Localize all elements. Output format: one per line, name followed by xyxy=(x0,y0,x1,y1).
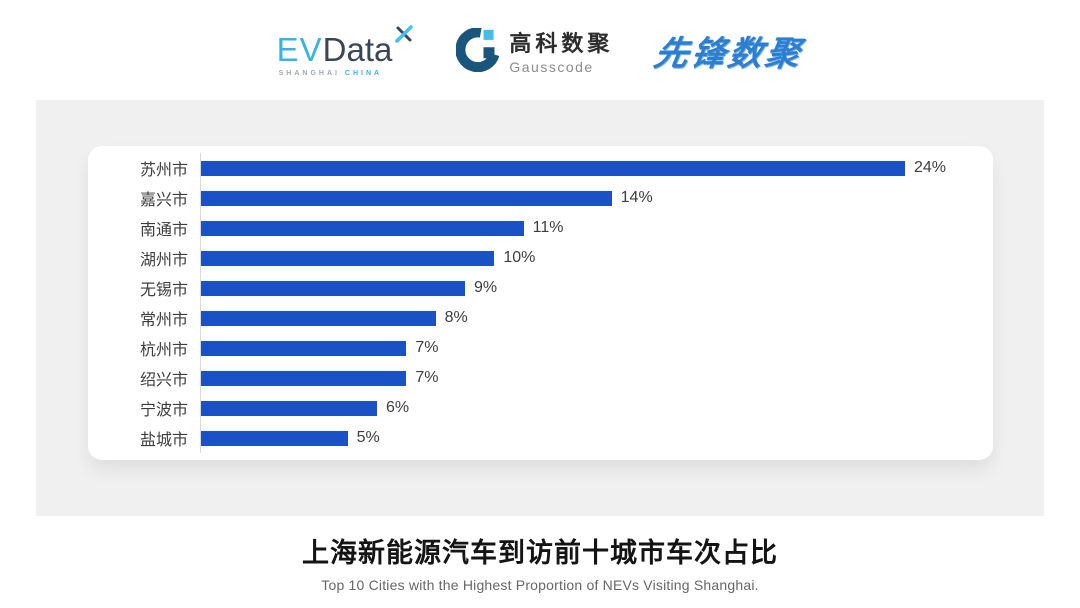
bar-track: 9% xyxy=(200,273,993,303)
chart-title: 上海新能源汽车到访前十城市车次占比 xyxy=(302,538,778,568)
category-label: 杭州市 xyxy=(139,342,188,359)
gausscode-g-icon xyxy=(456,28,500,72)
category-label: 湖州市 xyxy=(139,252,188,269)
bar-track: 24% xyxy=(200,153,993,183)
bar-row: 南通市 11% xyxy=(88,213,993,243)
evdata-shanghai-text: SHANGHAI xyxy=(278,69,340,77)
bar-track: 10% xyxy=(200,243,993,273)
bar-row: 杭州市 7% xyxy=(88,333,993,363)
evdata-data-text: Data xyxy=(322,30,393,68)
bar-row: 嘉兴市 14% xyxy=(88,183,993,213)
evdata-subtitle: SHANGHAI CHINA xyxy=(277,70,382,77)
chart-card: 苏州市 24% 嘉兴市 14% 南通市 11% 湖州市 10% 无锡市 9% 常州市 8% 杭州市 7% 绍… xyxy=(88,146,993,460)
value-label: 11% xyxy=(532,219,564,236)
header-logos: EV Data SHANGHAI CHINA 高科数聚 Gausscode 先锋数… xyxy=(0,0,1080,100)
bar-track: 8% xyxy=(200,303,993,333)
bar-row: 无锡市 9% xyxy=(88,273,993,303)
value-label: 5% xyxy=(356,429,380,446)
bar-track: 7% xyxy=(200,333,993,363)
bar xyxy=(201,280,465,296)
category-label: 嘉兴市 xyxy=(139,192,188,209)
bar xyxy=(201,190,612,206)
chart-subtitle: Top 10 Cities with the Highest Proportio… xyxy=(321,577,759,593)
bar-track: 14% xyxy=(200,183,993,213)
chart-panel: 苏州市 24% 嘉兴市 14% 南通市 11% 湖州市 10% 无锡市 9% 常州市 8% 杭州市 7% 绍… xyxy=(36,100,1044,516)
value-label: 6% xyxy=(386,399,410,416)
bar-row: 常州市 8% xyxy=(88,303,993,333)
value-label: 10% xyxy=(503,249,536,266)
value-label: 8% xyxy=(444,309,468,326)
bar-track: 5% xyxy=(200,423,993,453)
bar-track: 6% xyxy=(200,393,993,423)
bar-row: 湖州市 10% xyxy=(88,243,993,273)
pioneer-wordmark-text: 先锋数聚 xyxy=(651,34,807,73)
category-label: 绍兴市 xyxy=(139,372,188,389)
gausscode-english-text: Gausscode xyxy=(509,58,594,75)
evdata-china-text: CHINA xyxy=(344,69,383,77)
evdata-x-icon xyxy=(395,24,414,43)
caption-block: 上海新能源汽车到访前十城市车次占比 Top 10 Cities with the… xyxy=(0,531,1080,593)
bar-row: 盐城市 5% xyxy=(88,423,993,453)
category-label: 盐城市 xyxy=(139,432,188,449)
value-label: 24% xyxy=(914,159,947,176)
value-label: 14% xyxy=(620,189,653,206)
bar xyxy=(201,160,905,176)
bar-track: 7% xyxy=(200,363,993,393)
gausscode-wordmark: 高科数聚 Gausscode xyxy=(509,26,613,75)
bar-row: 宁波市 6% xyxy=(88,393,993,423)
bar xyxy=(201,400,377,416)
evdata-logo: EV Data SHANGHAI CHINA xyxy=(277,24,415,77)
category-label: 南通市 xyxy=(139,222,188,239)
gausscode-logo: 高科数聚 Gausscode xyxy=(456,26,613,75)
bar xyxy=(201,340,407,356)
bar xyxy=(201,220,524,236)
bar-row: 苏州市 24% xyxy=(88,153,993,183)
value-label: 7% xyxy=(415,369,439,386)
evdata-wordmark: EV Data xyxy=(277,24,415,66)
category-label: 宁波市 xyxy=(139,402,188,419)
bar-chart: 苏州市 24% 嘉兴市 14% 南通市 11% 湖州市 10% 无锡市 9% 常州市 8% 杭州市 7% 绍… xyxy=(88,153,993,453)
category-label: 苏州市 xyxy=(139,162,188,179)
bar xyxy=(201,430,348,446)
category-label: 无锡市 xyxy=(139,282,188,299)
bar-track: 11% xyxy=(200,213,993,243)
gausscode-chinese-text: 高科数聚 xyxy=(509,30,614,56)
category-label: 常州市 xyxy=(139,312,188,329)
value-label: 9% xyxy=(473,279,498,296)
evdata-ev-text: EV xyxy=(276,30,323,68)
value-label: 7% xyxy=(415,339,439,356)
bar xyxy=(201,250,495,266)
pioneer-logo: 先锋数聚 xyxy=(651,26,806,75)
bar xyxy=(201,370,407,386)
bar xyxy=(201,310,436,326)
bar-row: 绍兴市 7% xyxy=(88,363,993,393)
